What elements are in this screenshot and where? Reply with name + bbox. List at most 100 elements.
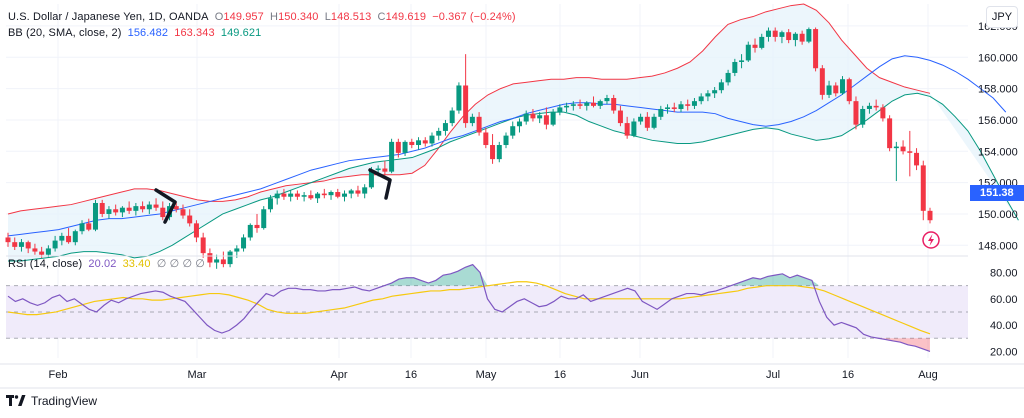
candle: [146, 201, 152, 214]
rsi-legend: RSI (14, close) 20.02 33.40 ∅ ∅ ∅ ∅: [8, 257, 208, 270]
bb-legend: BB (20, SMA, close, 2) 156.482 163.343 1…: [8, 27, 264, 39]
candle: [712, 87, 718, 99]
band-fill-area: [8, 4, 1019, 261]
rsi-ma-line: [7, 281, 931, 335]
candle: [866, 102, 872, 114]
candle: [496, 141, 502, 163]
candle: [463, 54, 469, 128]
candle: [382, 160, 388, 175]
candle: [671, 102, 677, 113]
rsi-oversold-fill: [878, 338, 930, 352]
candle: [638, 113, 644, 125]
candle: [133, 202, 139, 216]
candle: [12, 237, 18, 250]
y-tick-label: 156.000: [978, 115, 1018, 127]
y-tick-label: 150.000: [978, 209, 1018, 221]
currency-badge[interactable]: JPY: [986, 6, 1018, 28]
candle: [792, 32, 798, 47]
x-tick-label: May: [476, 369, 497, 381]
annotation-arrow-1: [154, 188, 177, 224]
candle: [718, 79, 724, 94]
candle: [765, 27, 771, 42]
brand-name: TradingView: [31, 394, 98, 408]
candle: [52, 235, 58, 252]
candle: [321, 188, 327, 199]
candle: [510, 121, 516, 139]
candle: [597, 99, 603, 109]
y-tick-label: 160.000: [978, 52, 1018, 64]
candle: [624, 116, 630, 139]
candle: [759, 33, 765, 50]
candles: [5, 27, 933, 269]
candle: [550, 108, 556, 127]
bb-label[interactable]: BB (20, SMA, close, 2): [8, 27, 122, 39]
rsi-pane: [6, 255, 968, 352]
lightning-flash-icon[interactable]: [922, 231, 940, 249]
candle: [691, 98, 697, 109]
candle: [490, 134, 496, 164]
candle: [617, 105, 623, 127]
candle: [193, 220, 199, 243]
candle: [537, 112, 543, 124]
rsi-y-tick-label: 60.00: [990, 294, 1018, 306]
candle: [402, 140, 408, 156]
candle: [126, 201, 132, 214]
candle: [341, 190, 347, 202]
y-tick-label: 154.000: [978, 146, 1018, 158]
candle: [86, 218, 92, 232]
candle: [153, 198, 159, 211]
low-value: 148.513: [330, 11, 372, 23]
candle: [315, 192, 321, 203]
candle: [328, 190, 334, 200]
candle: [429, 132, 435, 147]
tradingview-logo-icon: [6, 395, 26, 406]
candle: [483, 127, 489, 149]
candle: [840, 76, 846, 95]
candle: [79, 220, 85, 235]
candle: [853, 96, 859, 130]
x-tick-label: Jul: [766, 369, 780, 381]
candle: [752, 38, 758, 53]
candle: [725, 69, 731, 86]
annotation-arrow-2: [368, 168, 392, 200]
y-tick-label: 148.000: [978, 240, 1018, 252]
symbol-title[interactable]: U.S. Dollar / Japanese Yen, 1D, OANDA: [8, 11, 209, 23]
candle: [442, 119, 448, 136]
candle: [409, 138, 415, 149]
footer-brand[interactable]: TradingView: [6, 394, 97, 408]
x-tick-label: Mar: [188, 369, 207, 381]
bb-basis-value: 156.482: [127, 27, 169, 39]
candle: [631, 118, 637, 138]
candle: [308, 190, 314, 200]
candle: [395, 138, 401, 158]
candle: [523, 110, 529, 125]
candle: [436, 127, 442, 141]
candle: [348, 188, 354, 199]
candle: [187, 209, 193, 227]
x-tick-label: Apr: [330, 369, 347, 381]
candle: [274, 190, 280, 205]
close-label: C: [377, 11, 386, 23]
bollinger-lines: [7, 3, 1019, 262]
rsi-label[interactable]: RSI (14, close): [8, 258, 83, 270]
candle: [732, 58, 738, 77]
candle: [32, 243, 38, 255]
candle: [779, 30, 785, 44]
drawn-annotations: [154, 168, 392, 224]
candle: [389, 138, 395, 174]
candle: [900, 140, 906, 155]
candle: [880, 104, 886, 122]
bb-upper-line: [7, 3, 931, 215]
candle: [745, 41, 751, 62]
candle: [294, 190, 300, 200]
candle: [530, 108, 536, 122]
candle: [18, 239, 24, 252]
candle: [644, 112, 650, 131]
candle: [611, 94, 617, 114]
candle: [914, 148, 920, 171]
candle: [503, 132, 509, 149]
candle: [564, 102, 570, 113]
candle: [476, 112, 482, 136]
